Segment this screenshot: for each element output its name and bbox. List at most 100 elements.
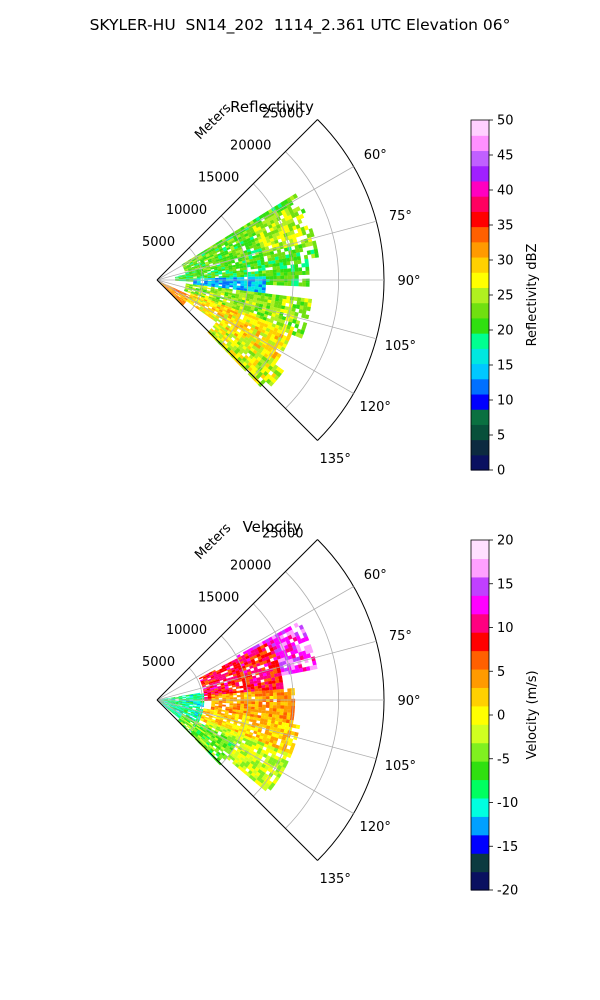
data-cell [172,289,176,293]
data-cell [198,302,202,306]
data-cell [187,298,192,302]
data-cell [204,297,209,301]
data-cell [250,688,255,692]
data-cell [220,683,225,686]
data-cell [262,785,268,792]
data-cell [176,295,181,299]
data-cell [202,729,207,733]
data-cell [185,283,190,285]
data-cell [279,265,284,270]
data-cell [287,634,293,640]
colorbar-swatch [471,348,489,365]
data-cell [201,683,206,687]
data-cell [232,341,237,346]
data-cell [189,261,194,265]
data-cell [213,254,218,258]
data-cell [259,231,265,237]
data-cell [207,745,212,750]
data-cell [166,705,170,709]
data-cell [211,702,216,705]
data-cell [210,736,215,741]
data-cell [246,222,252,227]
data-cell [207,695,212,697]
data-cell [283,339,289,345]
data-cell [302,654,308,660]
data-cell [184,296,189,300]
data-cell [302,282,306,287]
data-cell [293,256,298,261]
data-cell [235,358,240,364]
data-cell [210,300,215,304]
data-cell [229,301,234,305]
data-cell [235,725,241,729]
data-cell [176,709,181,712]
data-cell [243,252,249,256]
data-cell [247,338,253,344]
data-cell [205,254,210,258]
data-cell [253,728,259,732]
data-cell [274,256,279,261]
data-cell [255,314,261,319]
data-cell [173,708,177,711]
data-cell [207,299,212,302]
data-cell [206,675,211,679]
data-cell [262,736,267,741]
data-cell [189,697,194,699]
data-cell [259,331,265,337]
data-cell [247,694,252,697]
data-cell [241,299,246,303]
data-cell [273,695,277,700]
data-cell [221,722,226,726]
data-cell [247,689,252,693]
data-cell [258,658,263,663]
data-cell [207,282,212,284]
colorbar-tick-label: 10 [497,621,514,636]
data-cell [280,272,285,276]
data-cell [264,684,269,688]
data-cell [213,252,218,256]
data-cell [246,316,252,321]
data-cell [279,295,284,299]
data-cell [228,304,233,309]
data-cell [257,295,262,299]
data-cell [226,720,231,724]
data-cell [247,769,253,775]
data-cell [172,294,177,298]
data-cell [253,342,259,348]
data-cell [243,763,249,768]
data-cell [228,687,233,690]
data-cell [289,218,295,224]
data-cell [212,716,217,719]
data-cell [239,354,245,360]
data-cell [217,244,222,249]
data-cell [185,715,190,718]
data-cell [236,285,241,289]
data-cell [256,311,262,316]
data-cell [252,769,258,775]
data-cell [239,265,244,269]
data-cell [281,736,287,741]
data-cell [182,720,186,724]
data-cell [203,694,208,696]
data-cell [282,261,288,266]
data-cell [164,698,168,700]
data-cell [285,639,291,645]
data-cell [251,701,256,705]
data-cell [287,643,293,649]
data-cell [186,264,191,267]
data-cell [252,663,258,668]
data-cell [274,641,280,646]
data-cell [201,714,206,717]
data-cell [262,252,268,257]
azimuth-gridline [156,220,377,281]
data-cell [238,238,244,243]
data-cell [229,302,234,307]
data-cell [228,724,233,729]
data-cell [230,729,235,734]
data-cell [178,703,183,705]
data-cell [294,232,300,238]
data-cell [280,702,285,706]
data-cell [220,725,225,730]
data-cell [282,212,288,219]
data-cell [254,693,259,697]
